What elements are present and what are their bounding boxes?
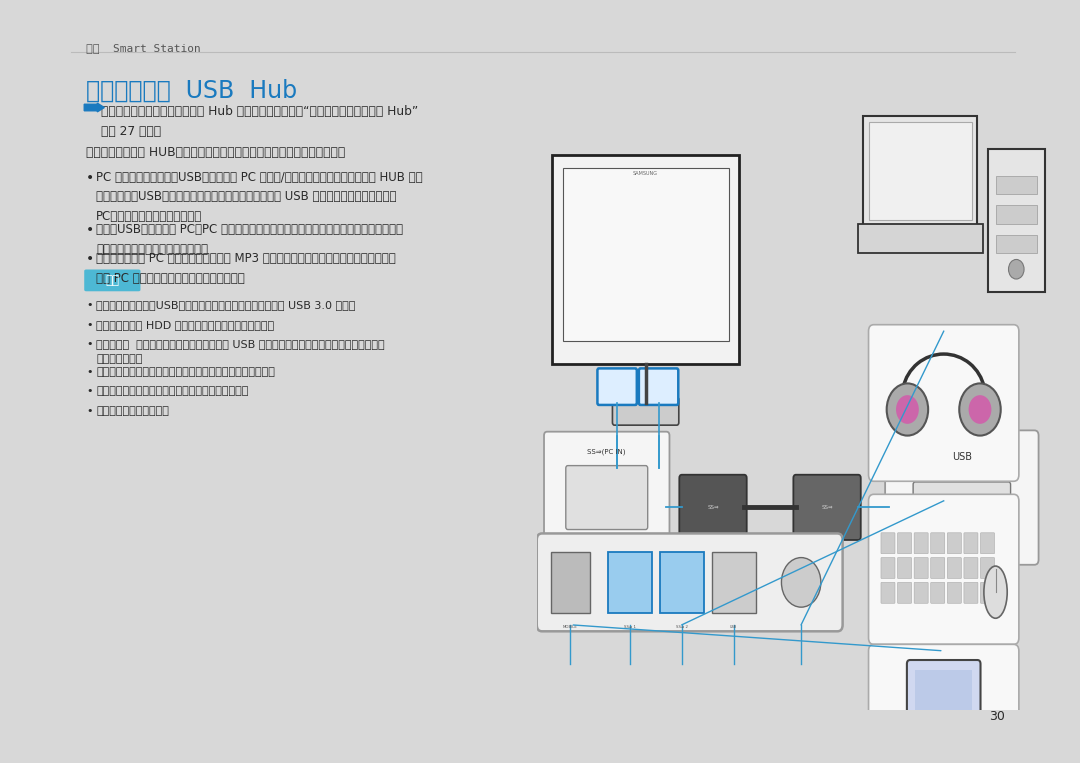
FancyBboxPatch shape: [914, 582, 928, 604]
FancyBboxPatch shape: [608, 552, 652, 613]
Circle shape: [896, 395, 919, 424]
Circle shape: [959, 383, 1001, 436]
FancyBboxPatch shape: [914, 533, 928, 554]
Text: •: •: [86, 223, 94, 237]
Text: 外部大容量存储 HDD 需要外部电源。请务必接通电源。: 外部大容量存储 HDD 需要外部电源。请务必接通电源。: [96, 320, 274, 330]
FancyBboxPatch shape: [881, 582, 895, 604]
Text: USB: USB: [730, 625, 738, 629]
Text: SS⇒ 2: SS⇒ 2: [676, 625, 688, 629]
FancyBboxPatch shape: [881, 558, 895, 578]
Text: 要更快地检测和打开USB设备，请将设备连接至本产品的蓝色 USB 3.0 端口。: 要更快地检测和打开USB设备，请将设备连接至本产品的蓝色 USB 3.0 端口。: [96, 300, 355, 310]
Circle shape: [887, 383, 928, 436]
FancyBboxPatch shape: [639, 369, 678, 405]
Text: •: •: [86, 300, 93, 310]
FancyBboxPatch shape: [981, 533, 995, 554]
FancyBboxPatch shape: [988, 149, 1044, 292]
FancyBboxPatch shape: [897, 582, 912, 604]
FancyBboxPatch shape: [544, 432, 670, 544]
Circle shape: [1009, 259, 1024, 279]
Text: 移动设备应该单独购买。: 移动设备应该单独购买。: [96, 406, 170, 416]
Ellipse shape: [984, 566, 1008, 618]
Text: SAMSUNG: SAMSUNG: [633, 172, 658, 176]
Text: 将本产品连接到 PC 后，将移动设备（如 MP3 播放器或智能手机）连接到本产品。这可让
您从 PC 控制这些设备或为设备的电池充电。: 将本产品连接到 PC 后，将移动设备（如 MP3 播放器或智能手机）连接到本产品…: [96, 252, 396, 285]
FancyBboxPatch shape: [947, 558, 961, 578]
FancyBboxPatch shape: [551, 552, 590, 613]
FancyBboxPatch shape: [947, 533, 961, 554]
FancyBboxPatch shape: [868, 122, 972, 221]
FancyBboxPatch shape: [612, 397, 679, 425]
Text: 通过将本产品用作 HUB，可同时将各种设备与本产品进行连接及配合使用。: 通过将本产品用作 HUB，可同时将各种设备与本产品进行连接及配合使用。: [86, 146, 346, 159]
FancyBboxPatch shape: [931, 533, 945, 554]
Text: 注意: 注意: [106, 274, 120, 287]
FancyBboxPatch shape: [868, 644, 1018, 763]
FancyBboxPatch shape: [679, 475, 746, 540]
Text: SS⇒: SS⇒: [707, 505, 719, 510]
FancyBboxPatch shape: [996, 205, 1037, 224]
FancyBboxPatch shape: [964, 558, 977, 578]
Text: 使用  Smart Station: 使用 Smart Station: [86, 43, 201, 53]
Text: •: •: [86, 320, 93, 330]
Text: 只可以使用  端口进行高速充电。与使用标准 USB 端口充电相比，使用此端口对移动设备充电
的速度快一倍。: 只可以使用 端口进行高速充电。与使用标准 USB 端口充电相比，使用此端口对移动…: [96, 340, 384, 365]
Text: 有关如何将无线连接硬件锁用作 Hub 的详细信息，请参阅“将无线连接硬件锁用作 Hub”
（第 27 页）。: 有关如何将无线连接硬件锁用作 Hub 的详细信息，请参阅“将无线连接硬件锁用作 …: [102, 105, 419, 137]
FancyBboxPatch shape: [913, 482, 1011, 546]
Text: •: •: [86, 386, 93, 397]
FancyBboxPatch shape: [931, 558, 945, 578]
FancyBboxPatch shape: [84, 269, 140, 291]
Text: •: •: [86, 367, 93, 377]
FancyBboxPatch shape: [537, 533, 842, 631]
FancyBboxPatch shape: [863, 116, 977, 227]
Text: SS⇒: SS⇒: [821, 505, 833, 510]
Circle shape: [782, 558, 821, 607]
FancyBboxPatch shape: [981, 582, 995, 604]
Text: SS⇒ 1: SS⇒ 1: [624, 625, 636, 629]
Text: SS⇒(PC IN): SS⇒(PC IN): [588, 449, 626, 456]
Text: 将本产品用作  USB  Hub: 将本产品用作 USB Hub: [86, 79, 297, 103]
FancyBboxPatch shape: [897, 533, 912, 554]
FancyBboxPatch shape: [915, 671, 972, 749]
Text: 如果将USB设备连接到 PC，PC 周围的许多缆线可能会纠缠在一起，显得非常凌乱。将它们
直接连接到本产品可以解决此问题。: 如果将USB设备连接到 PC，PC 周围的许多缆线可能会纠缠在一起，显得非常凌乱…: [96, 223, 403, 256]
Text: PC 无法同时连接到多个USB设备，因为 PC 的输入/输出端口数量有限。本产品的 HUB 功能
可让您将多个USB设备（外国设备等）连接到本产品上的 USB : PC 无法同时连接到多个USB设备，因为 PC 的输入/输出端口数量有限。本产品…: [96, 171, 423, 223]
FancyBboxPatch shape: [660, 552, 704, 613]
FancyBboxPatch shape: [914, 558, 928, 578]
FancyBboxPatch shape: [981, 558, 995, 578]
Text: 可以在省电模式下给电池充电。但关闭产品电源时无法充电。: 可以在省电模式下给电池充电。但关闭产品电源时无法充电。: [96, 367, 275, 377]
Text: •: •: [86, 406, 93, 416]
FancyBboxPatch shape: [964, 533, 977, 554]
FancyBboxPatch shape: [886, 430, 1039, 565]
FancyBboxPatch shape: [964, 582, 977, 604]
FancyBboxPatch shape: [897, 558, 912, 578]
FancyBboxPatch shape: [712, 552, 756, 613]
FancyBboxPatch shape: [597, 369, 637, 405]
FancyBboxPatch shape: [868, 494, 1018, 644]
FancyBboxPatch shape: [907, 660, 981, 759]
FancyBboxPatch shape: [881, 533, 895, 554]
FancyBboxPatch shape: [859, 224, 983, 253]
Text: •: •: [86, 340, 93, 349]
FancyBboxPatch shape: [996, 235, 1037, 253]
FancyBboxPatch shape: [552, 155, 739, 364]
Text: •: •: [86, 252, 94, 266]
Text: •: •: [86, 171, 94, 185]
FancyBboxPatch shape: [794, 475, 861, 540]
FancyArrow shape: [84, 103, 105, 112]
FancyBboxPatch shape: [566, 465, 648, 530]
Text: 如果已从电源插座拔下电源线，则不能给电池充电。: 如果已从电源插座拔下电源线，则不能给电池充电。: [96, 386, 248, 397]
FancyBboxPatch shape: [563, 168, 729, 341]
FancyBboxPatch shape: [996, 176, 1037, 195]
Text: MOBILE: MOBILE: [563, 625, 578, 629]
FancyBboxPatch shape: [931, 582, 945, 604]
Text: 30: 30: [989, 710, 1005, 723]
Text: USB: USB: [951, 452, 972, 462]
FancyBboxPatch shape: [868, 325, 1018, 481]
Circle shape: [969, 395, 991, 424]
FancyBboxPatch shape: [947, 582, 961, 604]
